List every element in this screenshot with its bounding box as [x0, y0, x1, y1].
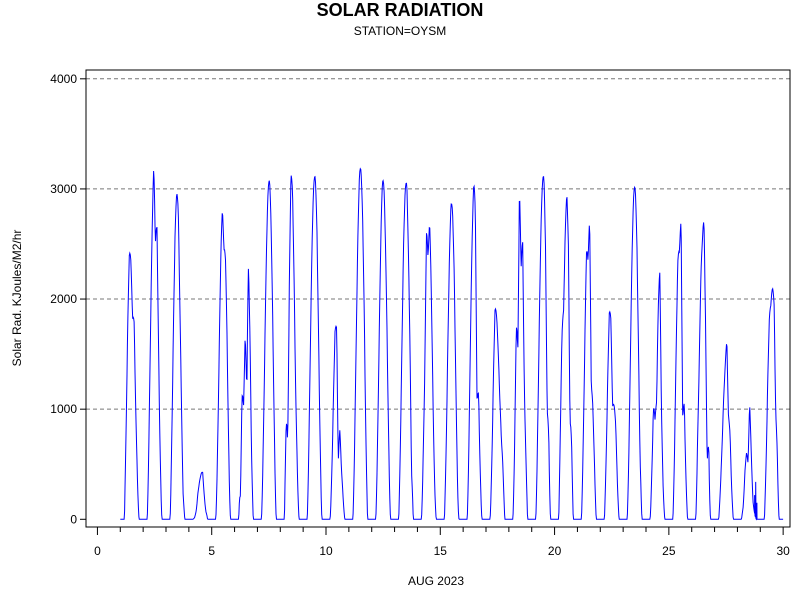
y-axis-label: Solar Rad. KJoules/M2/hr	[10, 230, 24, 367]
x-tick-label: 30	[776, 544, 790, 558]
x-tick-label: 10	[319, 544, 333, 558]
x-tick-label: 25	[662, 544, 676, 558]
x-tick-label: 20	[548, 544, 562, 558]
y-tick-label: 4000	[50, 72, 77, 86]
x-tick-label: 15	[434, 544, 448, 558]
x-tick-label: 5	[208, 544, 215, 558]
x-axis-label: AUG 2023	[408, 574, 464, 588]
chart-title: SOLAR RADIATION	[317, 0, 484, 20]
series	[120, 167, 784, 521]
x-axis: 0 5 10 15 20 25 30	[94, 527, 790, 558]
y-tick-label: 2000	[50, 292, 77, 306]
series-line	[120, 167, 784, 521]
y-axis: 0 1000 2000 3000 4000	[50, 72, 86, 526]
chart-subtitle: STATION=OYSM	[354, 24, 447, 38]
chart-title-group: SOLAR RADIATION STATION=OYSM	[317, 0, 484, 38]
x-tick-label: 0	[94, 544, 101, 558]
grid	[86, 78, 790, 410]
y-tick-label: 3000	[50, 182, 77, 196]
y-tick-label: 0	[70, 512, 77, 526]
y-tick-label: 1000	[50, 402, 77, 416]
plot-frame	[85, 69, 791, 528]
